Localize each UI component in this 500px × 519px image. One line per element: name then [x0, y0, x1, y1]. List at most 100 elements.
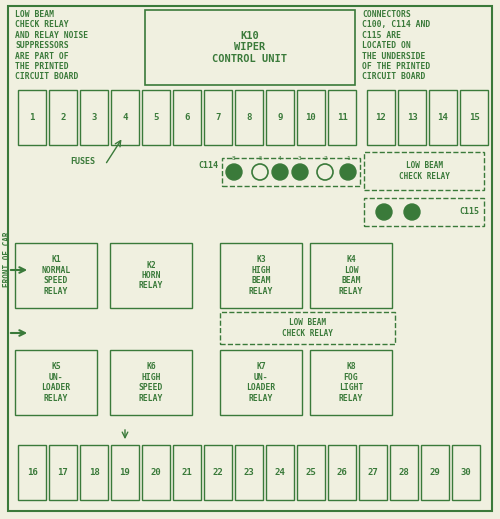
Text: 4: 4 — [278, 156, 282, 161]
Text: K10
WIPER
CONTROL UNIT: K10 WIPER CONTROL UNIT — [212, 31, 288, 64]
Text: CONNECTORS
C100, C114 AND
C115 ARE
LOCATED ON
THE UNDERSIDE
OF THE PRINTED
CIRCU: CONNECTORS C100, C114 AND C115 ARE LOCAT… — [362, 10, 430, 81]
Text: 7: 7 — [216, 113, 220, 122]
Bar — [173, 445, 201, 500]
Bar — [15, 243, 97, 308]
Text: 2: 2 — [323, 156, 327, 161]
Circle shape — [404, 204, 420, 220]
Text: 25: 25 — [306, 468, 316, 477]
Bar — [310, 243, 392, 308]
Bar — [80, 90, 108, 145]
Bar — [310, 350, 392, 415]
Text: 6: 6 — [184, 113, 190, 122]
Text: LOW BEAM
CHECK RELAY
AND RELAY NOISE
SUPPRESSORS
ARE PART OF
THE PRINTED
CIRCUIT: LOW BEAM CHECK RELAY AND RELAY NOISE SUP… — [15, 10, 88, 81]
Text: K2
HORN
RELAY: K2 HORN RELAY — [139, 261, 163, 291]
Bar — [297, 445, 325, 500]
Bar — [142, 445, 170, 500]
Text: 30: 30 — [460, 468, 471, 477]
Text: FUSES: FUSES — [70, 157, 95, 166]
Text: 23: 23 — [244, 468, 254, 477]
Text: 18: 18 — [88, 468, 100, 477]
Text: 8: 8 — [232, 156, 236, 161]
Text: K8
FOG
LIGHT
RELAY: K8 FOG LIGHT RELAY — [339, 362, 363, 403]
Bar — [222, 158, 360, 186]
Bar — [80, 445, 108, 500]
Bar — [15, 350, 97, 415]
Text: 13: 13 — [406, 113, 418, 122]
Bar — [328, 90, 356, 145]
Text: 1: 1 — [346, 156, 350, 161]
Bar — [266, 445, 294, 500]
Bar — [111, 445, 139, 500]
Text: 21: 21 — [182, 468, 192, 477]
Bar — [429, 90, 457, 145]
Text: 17: 17 — [58, 468, 68, 477]
Bar — [266, 90, 294, 145]
Text: 16: 16 — [26, 468, 38, 477]
Bar — [111, 90, 139, 145]
Text: 5: 5 — [154, 113, 158, 122]
Bar — [235, 90, 263, 145]
Bar — [142, 90, 170, 145]
Text: 14: 14 — [438, 113, 448, 122]
Text: FRONT OF CAR: FRONT OF CAR — [4, 232, 13, 287]
Bar — [390, 445, 418, 500]
Bar — [452, 445, 480, 500]
Circle shape — [272, 164, 288, 180]
Bar — [204, 445, 232, 500]
Bar — [49, 445, 77, 500]
Text: 27: 27 — [368, 468, 378, 477]
Text: 1: 1 — [30, 113, 35, 122]
Bar — [173, 90, 201, 145]
Circle shape — [226, 164, 242, 180]
Text: 3: 3 — [298, 156, 302, 161]
Text: K6
HIGH
SPEED
RELAY: K6 HIGH SPEED RELAY — [139, 362, 163, 403]
Bar — [18, 90, 46, 145]
Bar — [359, 445, 387, 500]
Bar — [220, 312, 395, 344]
Text: 11: 11 — [336, 113, 347, 122]
Bar — [297, 90, 325, 145]
Bar — [204, 90, 232, 145]
Circle shape — [376, 204, 392, 220]
Bar — [220, 350, 302, 415]
Bar — [364, 198, 484, 226]
Bar — [110, 243, 192, 308]
Text: 12: 12 — [376, 113, 386, 122]
Text: K3
HIGH
BEAM
RELAY: K3 HIGH BEAM RELAY — [249, 255, 273, 296]
Text: 28: 28 — [398, 468, 409, 477]
Text: LOW BEAM
CHECK RELAY: LOW BEAM CHECK RELAY — [282, 318, 333, 338]
Bar — [110, 350, 192, 415]
Text: 24: 24 — [274, 468, 285, 477]
Text: 5: 5 — [258, 156, 262, 161]
Circle shape — [292, 164, 308, 180]
Text: 15: 15 — [468, 113, 479, 122]
Text: C115: C115 — [459, 208, 479, 216]
Text: 20: 20 — [150, 468, 162, 477]
Text: 3: 3 — [92, 113, 96, 122]
Bar — [421, 445, 449, 500]
Bar — [145, 10, 355, 85]
Text: 2: 2 — [60, 113, 66, 122]
Bar — [364, 152, 484, 190]
Text: 4: 4 — [122, 113, 128, 122]
Text: K4
LOW
BEAM
RELAY: K4 LOW BEAM RELAY — [339, 255, 363, 296]
Bar — [460, 90, 488, 145]
Text: 9: 9 — [278, 113, 282, 122]
Text: 19: 19 — [120, 468, 130, 477]
Text: 8: 8 — [246, 113, 252, 122]
Text: K7
UN-
LOADER
RELAY: K7 UN- LOADER RELAY — [246, 362, 276, 403]
Bar — [235, 445, 263, 500]
Circle shape — [340, 164, 356, 180]
Text: LOW BEAM
CHECK RELAY: LOW BEAM CHECK RELAY — [398, 161, 450, 181]
Bar — [49, 90, 77, 145]
Text: 29: 29 — [430, 468, 440, 477]
Text: K5
UN-
LOADER
RELAY: K5 UN- LOADER RELAY — [42, 362, 70, 403]
Bar — [367, 90, 395, 145]
Text: 22: 22 — [212, 468, 224, 477]
Text: 26: 26 — [336, 468, 347, 477]
Bar — [398, 90, 426, 145]
Text: 10: 10 — [306, 113, 316, 122]
Bar — [18, 445, 46, 500]
Text: C114: C114 — [198, 161, 218, 170]
Bar — [220, 243, 302, 308]
